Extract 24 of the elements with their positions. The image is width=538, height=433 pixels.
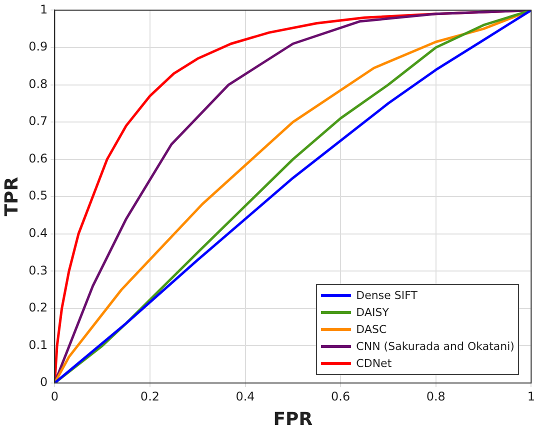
legend-label: CDNet xyxy=(356,357,392,370)
x-tick-label: 0.6 xyxy=(331,389,350,404)
y-tick-label: 0.7 xyxy=(28,114,48,128)
x-tick-label: 1 xyxy=(527,389,536,404)
y-tick-label: 0.5 xyxy=(28,188,48,203)
y-tick-label: 0.8 xyxy=(28,76,48,91)
x-tick-label: 0 xyxy=(50,389,59,404)
y-tick-label: 0.4 xyxy=(28,226,48,240)
x-tick-label: 0.8 xyxy=(426,389,446,404)
y-tick-label: 1 xyxy=(40,2,48,16)
x-tick-label: 0.2 xyxy=(140,389,160,404)
legend-label: Dense SIFT xyxy=(356,289,418,302)
y-tick-label: 0.3 xyxy=(28,263,48,278)
y-tick-label: 0.2 xyxy=(28,300,48,315)
y-axis-title: TPR xyxy=(1,176,22,216)
y-tick-label: 0.1 xyxy=(28,338,48,352)
x-axis-title: FPR xyxy=(273,408,313,430)
legend-label: DAISY xyxy=(356,306,389,319)
legend-label: CNN (Sakurada and Okatani) xyxy=(356,340,514,353)
y-tick-label: 0.6 xyxy=(28,151,48,166)
y-tick-label: 0.9 xyxy=(28,40,48,54)
y-tick-label: 0 xyxy=(40,375,48,390)
x-tick-label: 0.4 xyxy=(236,389,255,404)
legend-label: DASC xyxy=(356,323,387,336)
